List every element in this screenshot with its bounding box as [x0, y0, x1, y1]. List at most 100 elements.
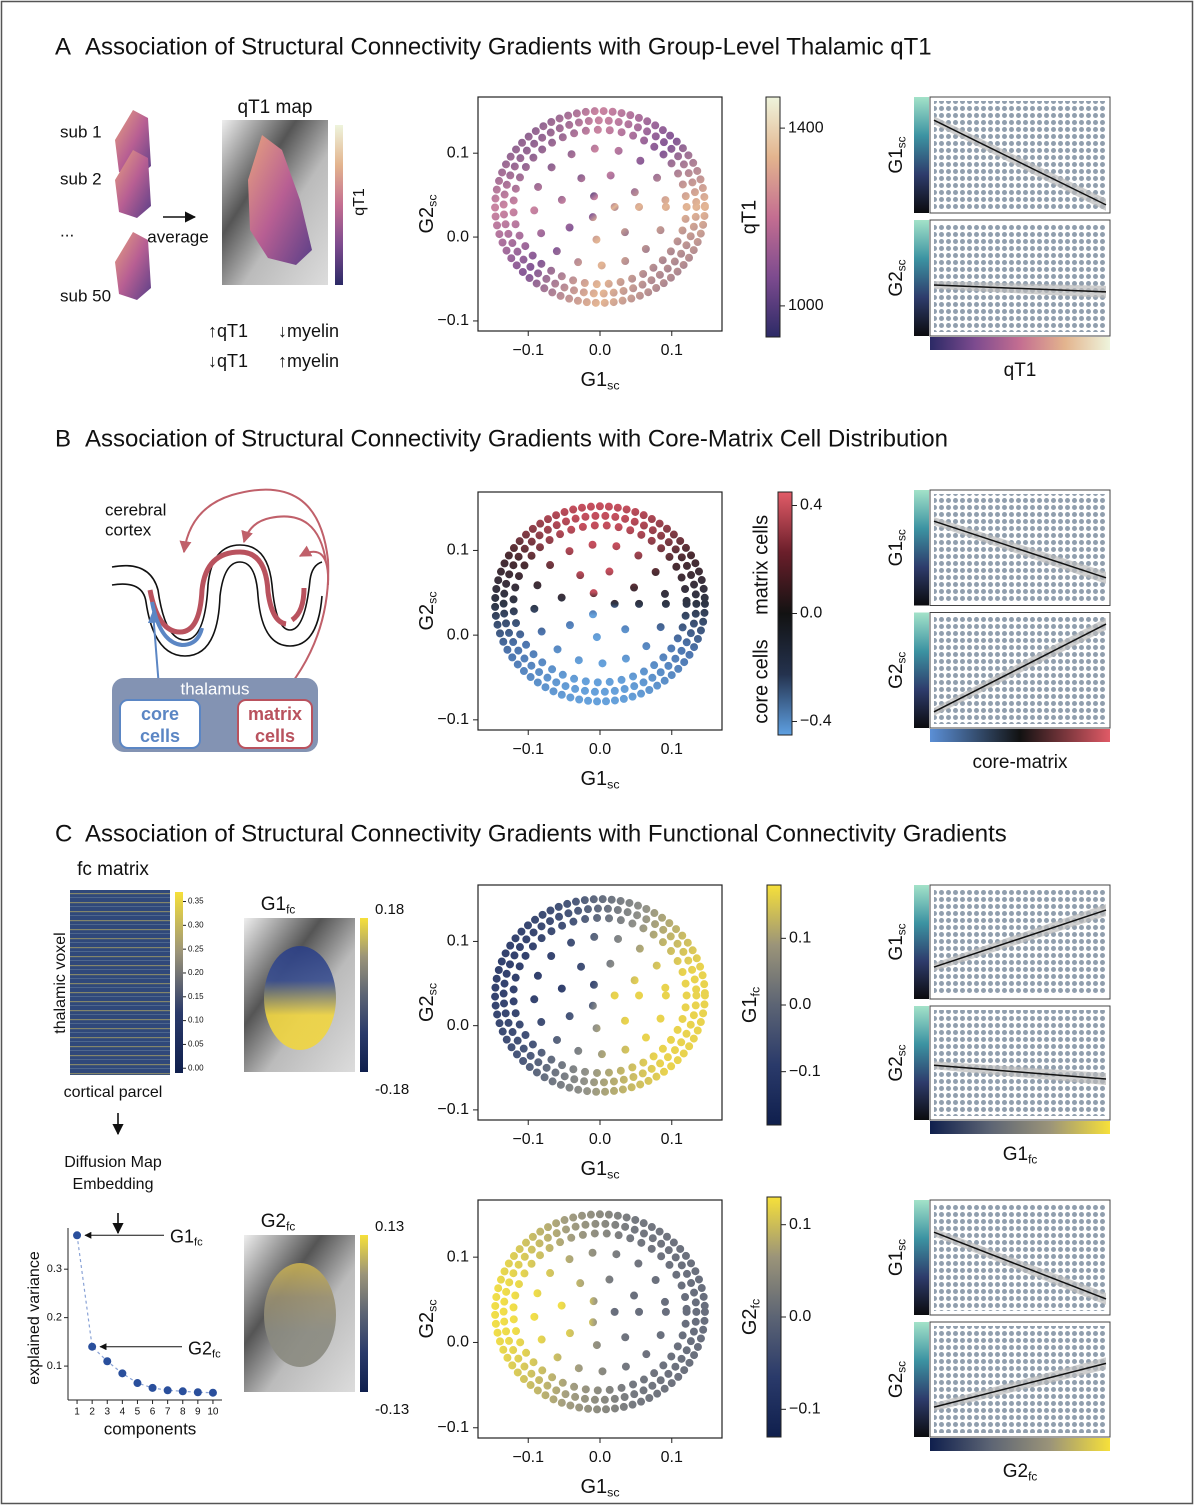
matrix-label: cells	[255, 726, 295, 746]
y-axis-label: G1sc	[886, 923, 908, 960]
y-axis-label-subscript: sc	[895, 1239, 908, 1251]
variance-point	[133, 1379, 142, 1388]
x-colorstrip	[930, 729, 1110, 742]
variance-line	[76, 1235, 213, 1394]
map-title: G1fc	[261, 894, 296, 916]
legend-text: ↑qT1	[208, 321, 248, 341]
colorbar-tick-label: 0.1	[789, 1216, 811, 1233]
x-axis-label: qT1	[1004, 360, 1037, 381]
point-ring	[530, 144, 670, 270]
y-axis-label-subscript: sc	[895, 1044, 908, 1056]
y-tick-label: 0.1	[447, 144, 469, 161]
variance-point	[73, 1231, 82, 1240]
x-tick-label: −0.1	[512, 1131, 544, 1148]
subject-label: sub 1	[60, 122, 102, 141]
confidence-band	[934, 1357, 1106, 1412]
x-tick-label: −0.1	[512, 1449, 544, 1466]
y-tick-label: 0.0	[447, 626, 469, 643]
x-axis-label: G1	[580, 768, 607, 790]
y-tick-label: 0.1	[447, 1248, 469, 1265]
plot-frame	[929, 489, 1111, 606]
map-colorbar	[360, 1235, 368, 1392]
plot-frame	[929, 96, 1111, 214]
colorbar-tick-label: 0.00	[188, 1063, 204, 1072]
colorbar-tick-label: 0.1	[789, 930, 811, 947]
point-ring	[581, 979, 619, 1012]
colorbar	[777, 491, 793, 736]
colorbar-tick-label: 1000	[788, 297, 824, 314]
colorbar-tick-label: 0.13	[375, 1218, 404, 1235]
y-colorstrip	[914, 1200, 929, 1315]
confidence-band	[934, 1228, 1106, 1305]
x-tick-label: 0.0	[589, 1449, 611, 1466]
x-tick-label: 3	[104, 1407, 110, 1418]
y-tick-label: −0.1	[437, 312, 469, 329]
x-axis-label-subscript: fc	[1028, 1153, 1037, 1166]
x-colorstrip	[930, 1438, 1110, 1451]
y-axis-label-subscript: sc	[895, 1361, 908, 1373]
legend-text: ↓qT1	[208, 351, 248, 371]
point-ring	[509, 125, 691, 289]
colorbar-tick-label: 0.25	[188, 944, 204, 953]
point-ring	[556, 1274, 644, 1350]
point-ring	[491, 895, 709, 1096]
colorbar	[765, 96, 781, 338]
subject-label: sub 50	[60, 286, 111, 305]
x-axis-label: G1	[580, 1476, 607, 1498]
point-ring	[530, 1248, 670, 1376]
y-tick-label: 0.0	[447, 1334, 469, 1351]
x-tick-label: 9	[195, 1407, 201, 1418]
map-title: G1	[261, 894, 286, 915]
colorbar-label-subscript: fc	[749, 987, 763, 997]
point-ring	[491, 107, 709, 307]
x-tick-label: 0.1	[661, 342, 683, 359]
colorbar	[766, 1196, 782, 1438]
colorbar-tick-label: 0.0	[789, 996, 811, 1013]
regression-line	[933, 1362, 1107, 1408]
x-axis-label: G2	[1003, 1461, 1028, 1482]
x-axis-label: G1	[1003, 1144, 1028, 1165]
colorbar-label-subscript: fc	[749, 1299, 763, 1309]
y-colorstrip	[914, 612, 929, 728]
y-colorstrip	[914, 490, 929, 606]
x-tick-label: 0.1	[661, 1449, 683, 1466]
y-tick-label: 0.0	[447, 228, 469, 245]
cortex-label: cortex	[105, 520, 152, 539]
variance-point	[88, 1342, 97, 1351]
legend-text: ↓myelin	[278, 321, 339, 341]
confidence-band	[934, 618, 1106, 716]
thalamus-slice	[115, 150, 151, 218]
legend-text: ↑myelin	[278, 351, 339, 371]
y-axis-label-subscript: sc	[895, 259, 908, 271]
y-tick-label: −0.1	[437, 711, 469, 728]
annotation: G2fc	[188, 1338, 221, 1360]
plot-frame	[929, 884, 1111, 1000]
point-ring	[499, 904, 701, 1087]
y-axis-label: G1sc	[886, 529, 908, 566]
core-box	[119, 699, 201, 749]
x-tick-label: 0.0	[589, 1131, 611, 1148]
y-axis-label-subscript: sc	[426, 194, 440, 206]
panel-label: C	[55, 820, 72, 847]
cortex-schematic	[111, 488, 330, 701]
subject-label: sub 2	[60, 169, 102, 188]
y-axis-label: G2sc	[416, 194, 440, 233]
x-axis-label-subscript: sc	[607, 778, 619, 792]
x-tick-label: 1	[74, 1407, 80, 1418]
y-axis-label: G2	[416, 1312, 438, 1339]
map-title: G2	[261, 1211, 286, 1232]
y-axis-label: thalamic voxel	[52, 932, 69, 1033]
panel-label: B	[55, 425, 71, 452]
colorbar-tick-label: 0.35	[188, 897, 204, 906]
variance-point	[103, 1357, 112, 1366]
y-axis-label: G2sc	[416, 1299, 440, 1338]
regression-line	[933, 1064, 1107, 1080]
point-ring	[499, 116, 701, 298]
plot-frame	[929, 1321, 1111, 1438]
colorbar-tick-label: −0.1	[789, 1401, 821, 1418]
colorbar-tick-label: -0.18	[375, 1081, 409, 1098]
y-axis-label: G1	[886, 541, 907, 566]
plot-frame	[929, 1005, 1111, 1121]
matrix-label: matrix	[248, 704, 302, 724]
y-axis-label: G1	[886, 1251, 907, 1276]
